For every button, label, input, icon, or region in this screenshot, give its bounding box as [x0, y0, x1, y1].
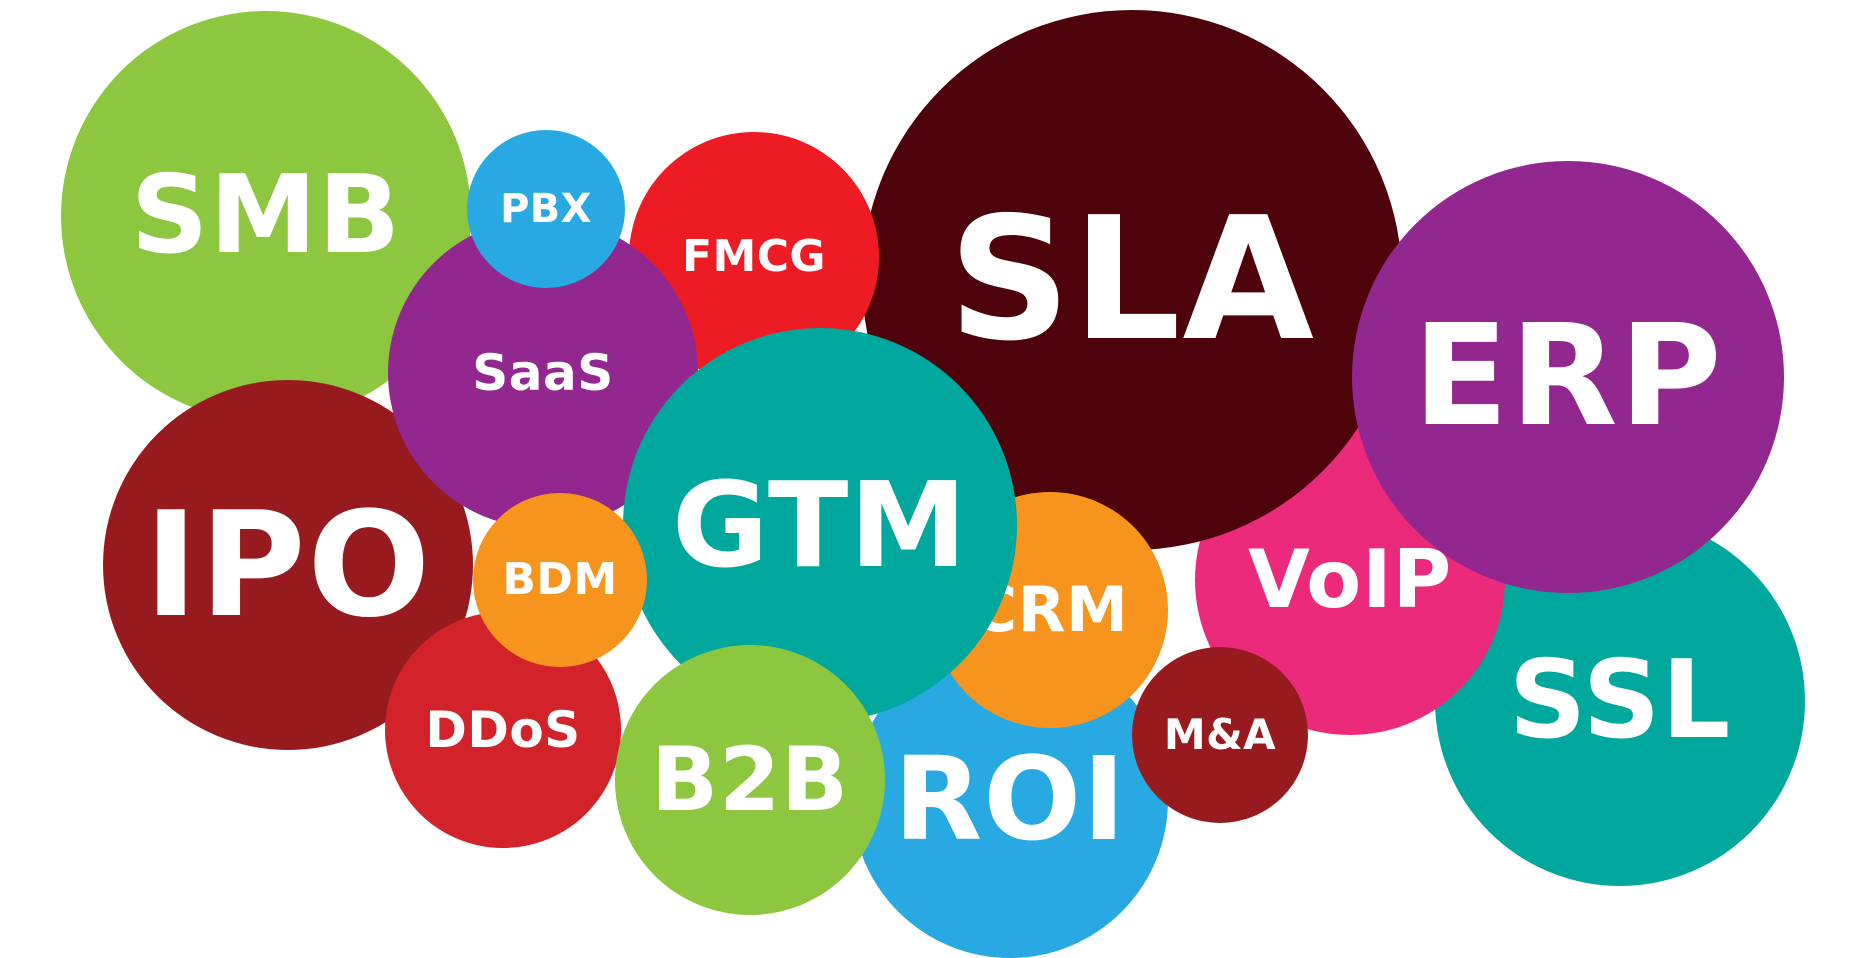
bubble-bdm: BDM — [473, 493, 647, 667]
bubble-label: VoIP — [1247, 533, 1453, 626]
bubble-label: M&A — [1163, 710, 1277, 759]
bubble-label: SaaS — [472, 344, 614, 402]
bubble-label: GTM — [671, 456, 969, 594]
bubble-label: B2B — [650, 728, 850, 831]
bubble-label: PBX — [500, 186, 592, 232]
bubble-label: SLA — [948, 181, 1316, 379]
bubble-gtm: GTM — [623, 328, 1017, 722]
bubble-smb: SMB — [61, 11, 471, 421]
bubble-label: BDM — [502, 554, 618, 605]
bubble-erp: ERP — [1352, 161, 1784, 593]
bubble-b2b: B2B — [615, 645, 885, 915]
bubble-label: SSL — [1508, 638, 1732, 763]
bubble-pbx: PBX — [467, 130, 625, 288]
bubble-label: ROI — [893, 732, 1127, 867]
bubble-label: SMB — [130, 153, 402, 278]
bubble-mna: M&A — [1132, 647, 1308, 823]
bubble-label: IPO — [144, 480, 432, 650]
bubble-label: DDoS — [425, 701, 581, 759]
bubble-label: FMCG — [681, 231, 826, 282]
bubble-label: ERP — [1412, 295, 1724, 458]
